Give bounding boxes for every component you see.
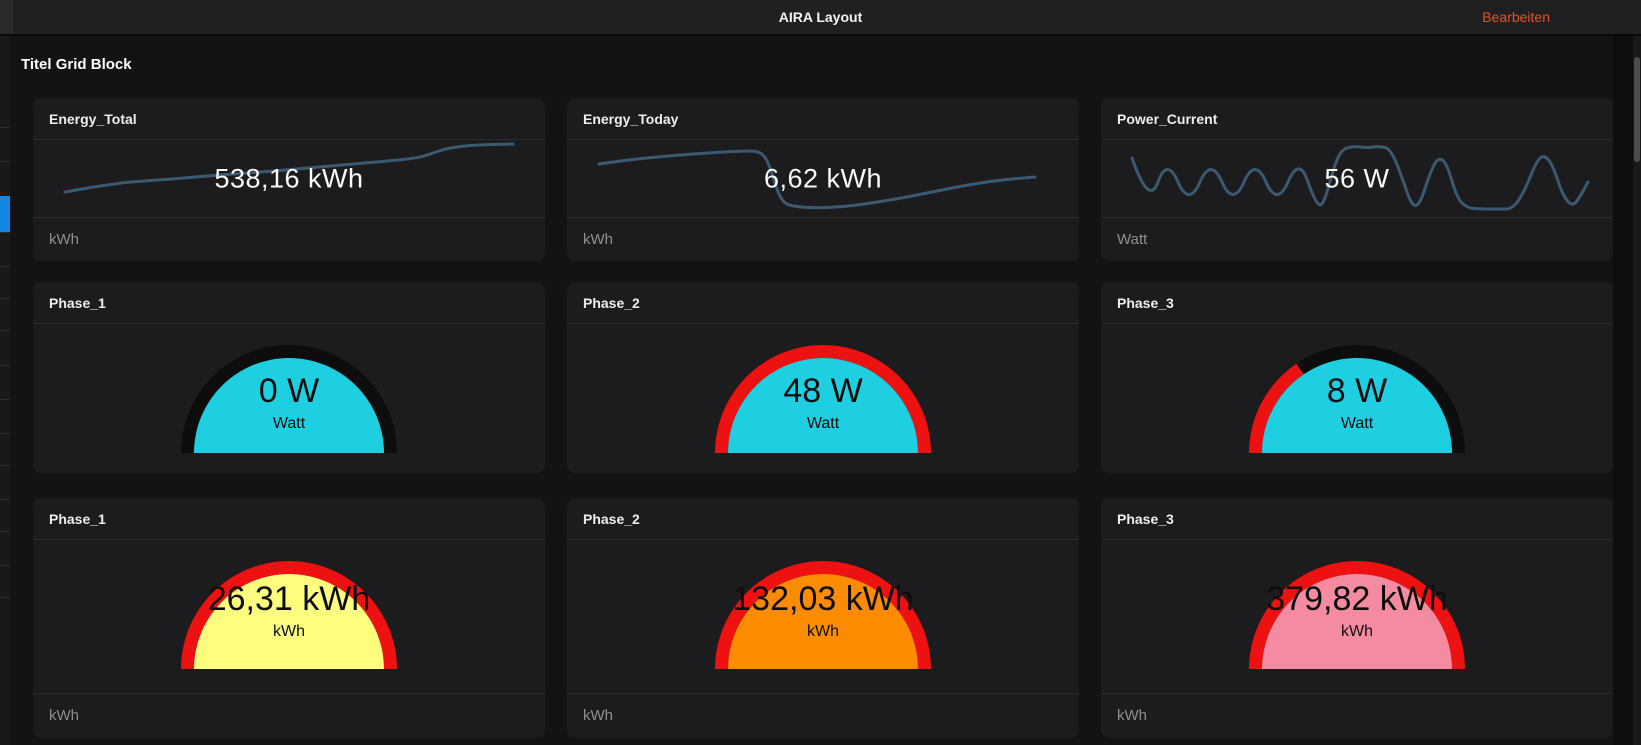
card-energy-total: Energy_Total 538,16 kWh kWh (33, 98, 545, 261)
side-strip (0, 36, 10, 745)
sparkline-value: 56 W (1324, 163, 1390, 193)
side-strip-divider (0, 565, 10, 566)
sparkline-chart: 538,16 kWh (33, 140, 545, 218)
side-strip-divider (0, 531, 10, 532)
gauge-unit-label: kWh (807, 623, 839, 640)
card-footer-unit: kWh (1117, 707, 1147, 724)
gauge-value: 0 W (258, 372, 320, 410)
gauge-chart: 8 W Watt (1101, 324, 1613, 473)
scrollbar-track[interactable] (1633, 36, 1641, 745)
card-power-current: Power_Current 56 W Watt (1101, 98, 1613, 261)
card-title: Phase_2 (567, 282, 1079, 324)
edit-button[interactable]: Bearbeiten (1482, 9, 1550, 25)
side-strip-divider (0, 365, 10, 366)
card-row-3: Phase_1 26,31 kWh kWh kWh Phase_2 132,03… (33, 498, 1613, 738)
sparkline-value: 6,62 kWh (763, 163, 883, 193)
side-strip-divider (0, 298, 10, 299)
card-phase2-kwh: Phase_2 132,03 kWh kWh kWh (567, 498, 1079, 738)
gauge-value: 48 W (783, 372, 863, 410)
card-phase2-watt: Phase_2 48 W Watt (567, 282, 1079, 473)
sparkline-chart: 56 W (1101, 140, 1613, 218)
gauge-unit-label: kWh (273, 623, 305, 640)
side-strip-divider (0, 433, 10, 434)
card-phase1-kwh: Phase_1 26,31 kWh kWh kWh (33, 498, 545, 738)
card-row-2: Phase_1 0 W Watt Phase_2 48 W Watt Phase… (33, 282, 1613, 473)
card-footer-unit: kWh (583, 231, 613, 248)
card-footer-unit: kWh (583, 707, 613, 724)
card-title: Power_Current (1101, 98, 1613, 140)
card-footer-unit: Watt (1117, 231, 1148, 248)
card-phase3-watt: Phase_3 8 W Watt (1101, 282, 1613, 473)
card-title: Phase_3 (1101, 282, 1613, 324)
card-title: Energy_Total (33, 98, 545, 140)
side-strip-item-active[interactable] (0, 196, 10, 232)
topbar-corner-block (0, 0, 13, 34)
page-title: Titel Grid Block (21, 56, 132, 73)
gauge-unit-label: Watt (1340, 415, 1374, 432)
card-footer-unit: kWh (49, 707, 79, 724)
topbar: AIRA Layout Bearbeiten (0, 0, 1641, 36)
side-strip-divider (0, 465, 10, 466)
gauge-value: 132,03 kWh (732, 580, 914, 618)
card-title: Phase_1 (33, 282, 545, 324)
card-row-1: Energy_Total 538,16 kWh kWh Energy_Today… (33, 98, 1613, 261)
sparkline-chart: 6,62 kWh (567, 140, 1079, 218)
card-footer-unit: kWh (49, 231, 79, 248)
side-strip-divider (0, 499, 10, 500)
card-title: Phase_3 (1101, 498, 1613, 540)
card-energy-today: Energy_Today 6,62 kWh kWh (567, 98, 1079, 261)
card-title: Phase_1 (33, 498, 545, 540)
right-gutter (1613, 36, 1633, 745)
gauge-chart: 0 W Watt (33, 324, 545, 473)
gauge-chart: 48 W Watt (567, 324, 1079, 473)
scrollbar-thumb[interactable] (1634, 57, 1640, 162)
gauge-unit-label: Watt (806, 415, 840, 432)
gauge-value: 379,82 kWh (1266, 580, 1448, 618)
gauge-unit-label: Watt (272, 415, 306, 432)
card-phase1-watt: Phase_1 0 W Watt (33, 282, 545, 473)
side-strip-divider (0, 330, 10, 331)
side-strip-divider (0, 232, 10, 233)
gauge-value: 26,31 kWh (207, 580, 371, 618)
gauge-unit-label: kWh (1341, 623, 1373, 640)
side-strip-divider (0, 127, 10, 128)
gauge-chart: 379,82 kWh kWh (1101, 540, 1613, 694)
side-strip-divider (0, 399, 10, 400)
side-strip-divider (0, 266, 10, 267)
side-strip-divider (0, 597, 10, 598)
gauge-value: 8 W (1326, 372, 1388, 410)
card-phase3-kwh: Phase_3 379,82 kWh kWh kWh (1101, 498, 1613, 738)
sparkline-value: 538,16 kWh (214, 163, 364, 193)
side-strip-divider (0, 161, 10, 162)
app-title: AIRA Layout (778, 9, 863, 25)
gauge-chart: 132,03 kWh kWh (567, 540, 1079, 694)
card-title: Energy_Today (567, 98, 1079, 140)
card-title: Phase_2 (567, 498, 1079, 540)
gauge-chart: 26,31 kWh kWh (33, 540, 545, 694)
